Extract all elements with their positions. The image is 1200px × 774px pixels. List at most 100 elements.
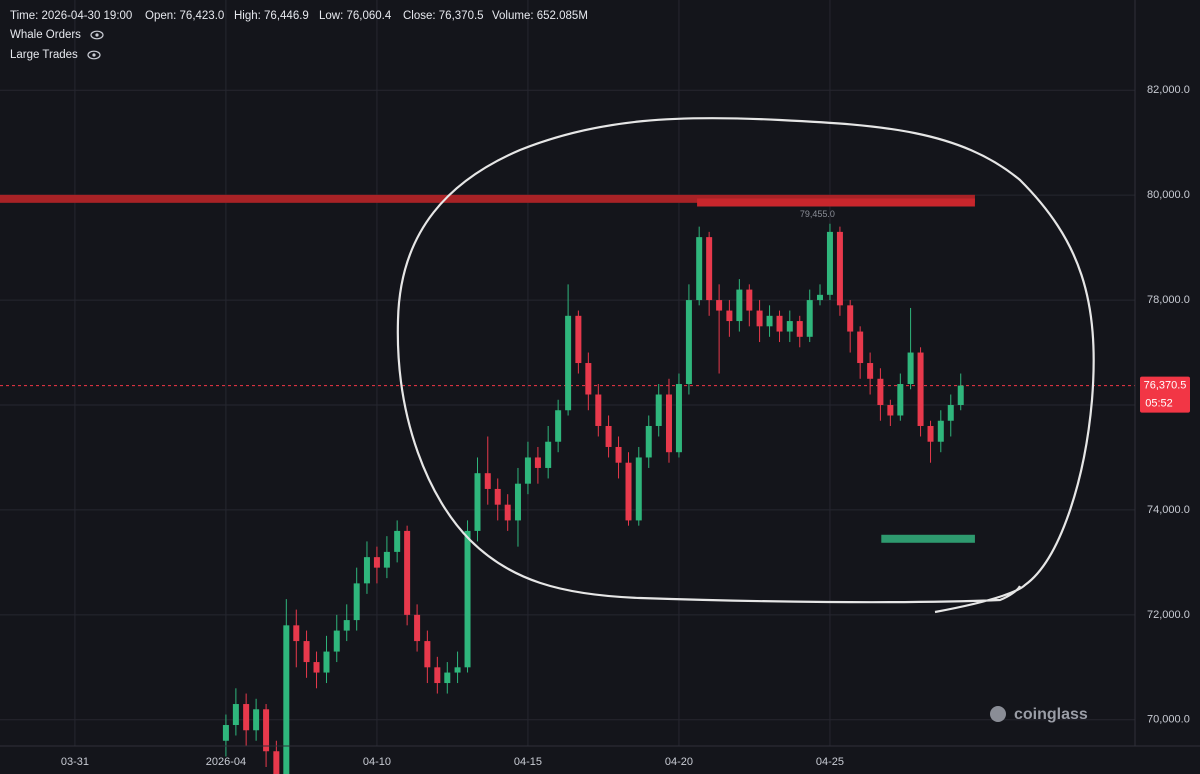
candle-body	[806, 300, 813, 337]
candle-body	[836, 231, 843, 306]
candle-body	[273, 751, 280, 774]
candle-body	[816, 294, 823, 301]
y-tick-label: 70,000.0	[1147, 714, 1190, 726]
candle-body	[927, 425, 934, 442]
toggle-label[interactable]: Whale Orders	[10, 29, 81, 41]
candle-body	[404, 530, 411, 615]
x-tick-label: 04-25	[816, 756, 844, 768]
candle-body	[343, 620, 350, 631]
candle-body	[665, 394, 672, 453]
candle-body	[655, 394, 662, 426]
header-low: Low: 76,060.4	[319, 10, 392, 22]
candle-body	[635, 457, 642, 521]
candle-body	[726, 310, 733, 322]
candle-body	[545, 441, 552, 468]
candle-body	[303, 641, 310, 663]
order-level	[697, 198, 975, 207]
candle-body	[947, 405, 954, 421]
header-volume: Volume: 652.085M	[492, 10, 588, 22]
last-price-label: 76,370.5	[1144, 379, 1187, 391]
peak-label: 79,455.0	[800, 209, 835, 219]
candle-body	[706, 237, 713, 301]
candle-body	[605, 425, 612, 447]
candle-body	[685, 300, 692, 385]
candle-body	[363, 557, 370, 584]
candle-body	[786, 321, 793, 332]
eye-icon[interactable]	[87, 50, 101, 60]
candle-body	[414, 614, 421, 642]
candle-body	[585, 363, 592, 395]
candle-body	[353, 583, 360, 621]
x-tick-label: 04-15	[514, 756, 542, 768]
eye-icon[interactable]	[90, 30, 104, 40]
hand-drawn-circle	[396, 116, 1095, 614]
candle-body	[897, 384, 904, 416]
last-price-box	[1140, 376, 1190, 413]
toggle-label[interactable]: Large Trades	[10, 49, 78, 61]
candle-body	[232, 704, 239, 726]
candle-body	[323, 651, 330, 673]
candle-body	[625, 462, 632, 521]
order-level	[0, 194, 975, 203]
candle-body	[464, 530, 471, 668]
candle-body	[373, 557, 380, 568]
candle-body	[776, 315, 783, 332]
candle-body	[847, 305, 854, 332]
candle-body	[555, 410, 562, 442]
candle-body	[826, 231, 833, 295]
candle-body	[675, 384, 682, 453]
y-tick-label: 74,000.0	[1147, 504, 1190, 516]
y-tick-label: 78,000.0	[1147, 294, 1190, 306]
candle-body	[917, 352, 924, 426]
watermark: coinglass	[990, 706, 1088, 723]
candle-body	[383, 551, 390, 568]
order-level	[881, 534, 975, 543]
candle-body	[243, 704, 250, 731]
candle-body	[595, 394, 602, 426]
y-tick-label: 72,000.0	[1147, 609, 1190, 621]
candle-body	[907, 352, 914, 385]
y-tick-label: 80,000.0	[1147, 189, 1190, 201]
candle-body	[253, 709, 260, 731]
x-tick-label: 04-20	[665, 756, 693, 768]
candle-body	[615, 446, 622, 463]
candle-body	[394, 530, 401, 552]
candle-body	[494, 488, 501, 505]
candle-body	[534, 457, 541, 468]
candle-body	[434, 667, 441, 684]
candle-body	[283, 625, 290, 774]
candle-body	[565, 315, 572, 411]
candle-body	[575, 315, 582, 364]
y-tick-label: 82,000.0	[1147, 84, 1190, 96]
candle-body	[645, 425, 652, 458]
candle-body	[746, 289, 753, 311]
candle-body	[696, 237, 703, 301]
candle-body	[877, 378, 884, 406]
candle-body	[957, 385, 964, 406]
candle-body	[504, 504, 511, 521]
candle-body	[484, 473, 491, 489]
candle-body	[796, 321, 803, 337]
candle-body	[333, 630, 340, 652]
candle-body	[263, 709, 270, 752]
candle-body	[887, 405, 894, 416]
header-close: Close: 76,370.5	[403, 10, 484, 22]
countdown-label: 05:52	[1145, 397, 1173, 409]
candle-body	[313, 662, 320, 673]
header-high: High: 76,446.9	[234, 10, 309, 22]
candle-body	[293, 625, 300, 642]
candle-body	[736, 289, 743, 322]
candle-body	[524, 457, 531, 484]
candle-body	[766, 315, 773, 327]
candle-body	[454, 667, 461, 673]
candle-body	[444, 672, 451, 684]
candle-body	[222, 725, 229, 741]
header-open: Open: 76,423.0	[145, 10, 224, 22]
candle-body	[867, 363, 874, 379]
watermark-text: coinglass	[1014, 706, 1088, 723]
header-time: Time: 2026-04-30 19:00	[10, 10, 132, 22]
x-tick-label: 04-10	[363, 756, 391, 768]
